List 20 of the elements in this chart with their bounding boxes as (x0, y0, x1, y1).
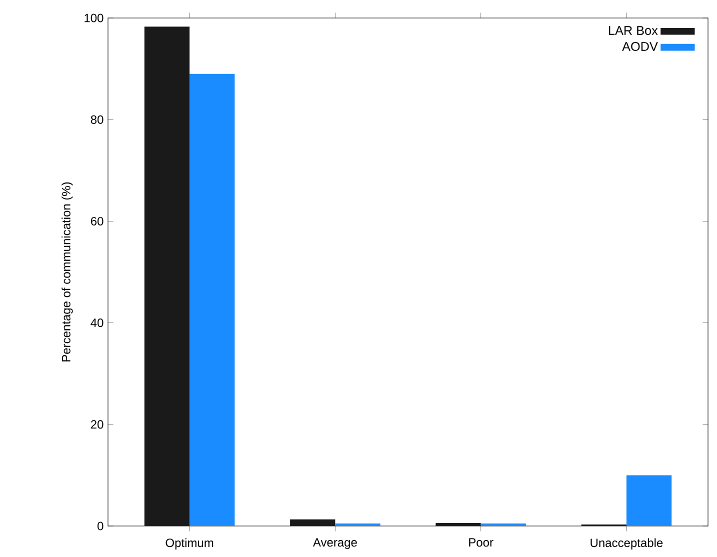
bar (626, 475, 672, 526)
y-tick-label: 60 (90, 216, 104, 226)
y-tick-label: 0 (98, 522, 104, 530)
bar (190, 74, 235, 526)
x-tick-label: Average (312, 538, 357, 550)
bar (290, 519, 336, 526)
x-tick-label: Poor (469, 538, 494, 547)
y-tick-label: 20 (90, 420, 104, 429)
y-tick-label: 40 (90, 318, 104, 328)
bar (144, 26, 190, 526)
bar (436, 522, 481, 526)
y-axis-title: Percentage of communication (%) (62, 182, 73, 362)
x-tick-label: Unacceptable (590, 538, 663, 550)
legend-label: AODV (622, 42, 658, 51)
bar (480, 523, 526, 526)
y-tick-label: 100 (84, 14, 104, 22)
y-tick-label: 80 (90, 115, 104, 124)
legend-label: LAR Box (608, 26, 658, 35)
bar (335, 523, 380, 526)
x-tick-label: Optimum (166, 538, 214, 550)
